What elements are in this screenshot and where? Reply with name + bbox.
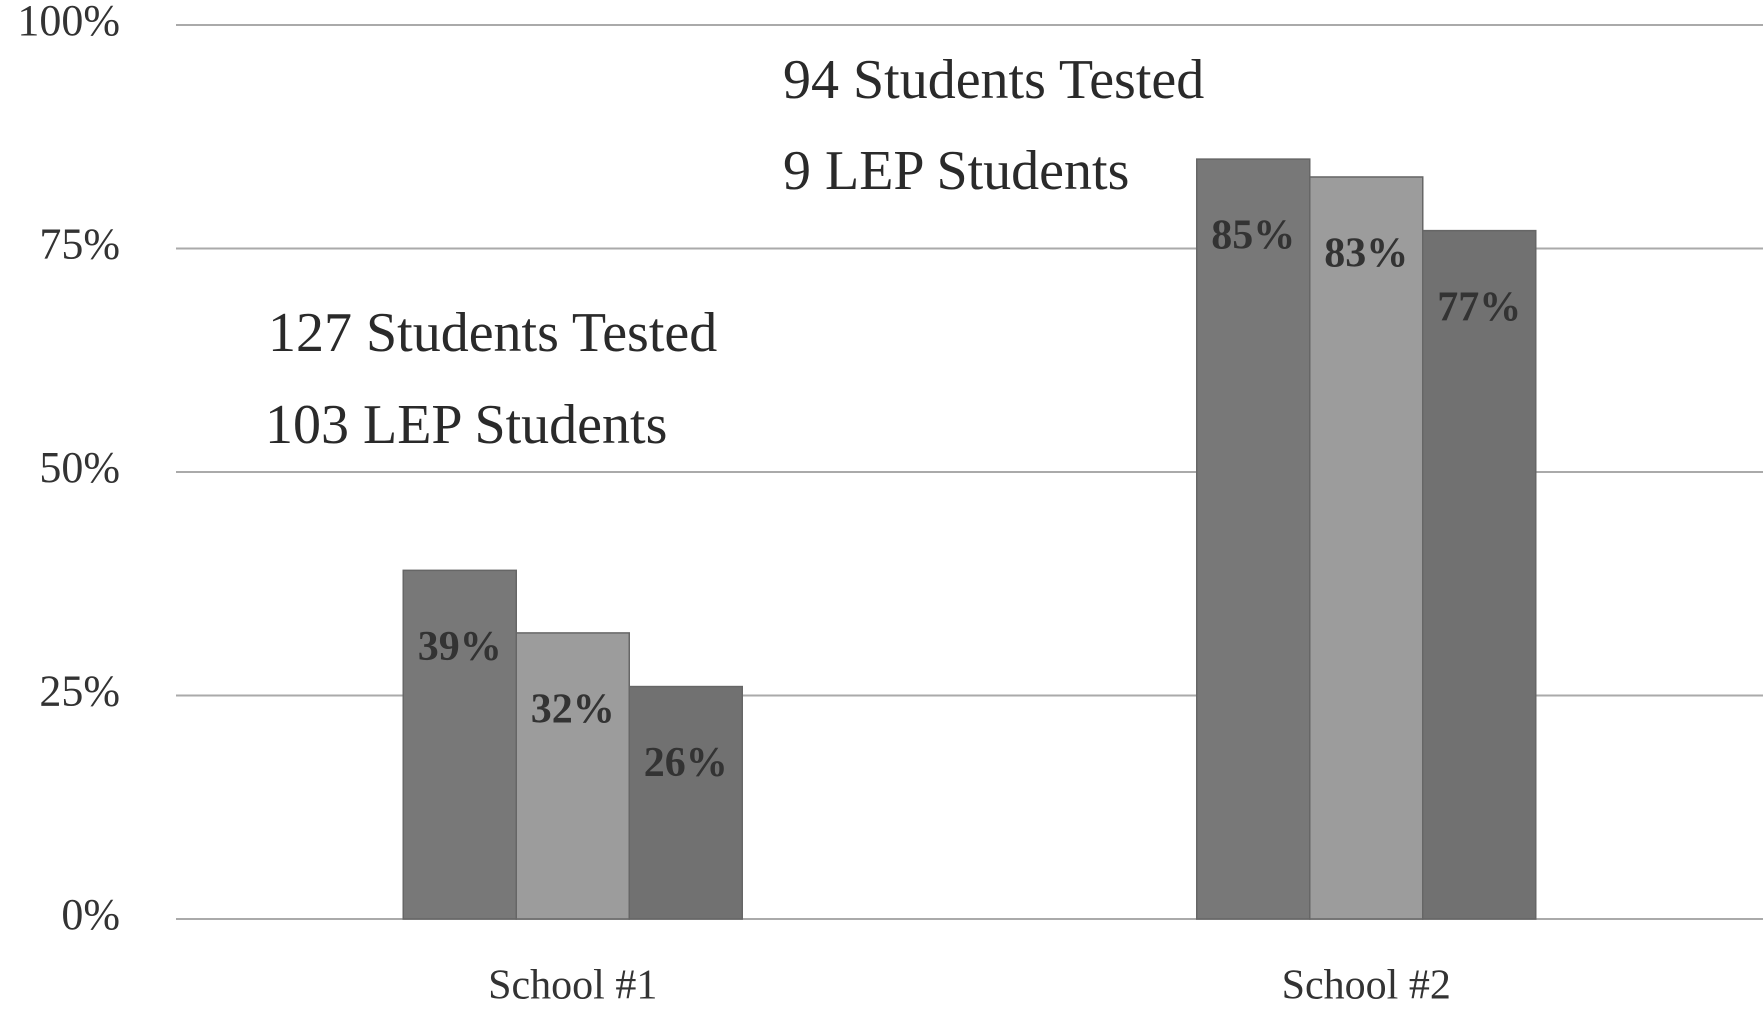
bar [1422, 229, 1537, 920]
annotation: 103 LEP Students [265, 394, 667, 456]
value-label: 32% [531, 687, 615, 733]
value-label: 83% [1324, 231, 1408, 277]
y-tick-label: 75% [39, 220, 120, 269]
value-label: 39% [418, 624, 502, 670]
annotation: 9 LEP Students [783, 140, 1129, 202]
y-tick-label: 50% [39, 443, 120, 492]
bar [402, 569, 517, 920]
value-label: 77% [1437, 284, 1521, 330]
x-tick-label: School #1 [488, 963, 657, 1009]
bar [515, 632, 630, 920]
annotation: 94 Students Tested [783, 49, 1204, 111]
bar [628, 685, 743, 920]
value-label: 26% [644, 740, 728, 786]
x-tick-label: School #2 [1282, 963, 1451, 1009]
bar [1196, 158, 1311, 920]
y-tick-label: 0% [61, 890, 120, 939]
annotation: 127 Students Tested [268, 302, 717, 364]
y-tick-label: 100% [17, 0, 120, 45]
bar [1309, 176, 1424, 920]
value-label: 85% [1211, 213, 1295, 259]
y-tick-label: 25% [39, 667, 120, 716]
